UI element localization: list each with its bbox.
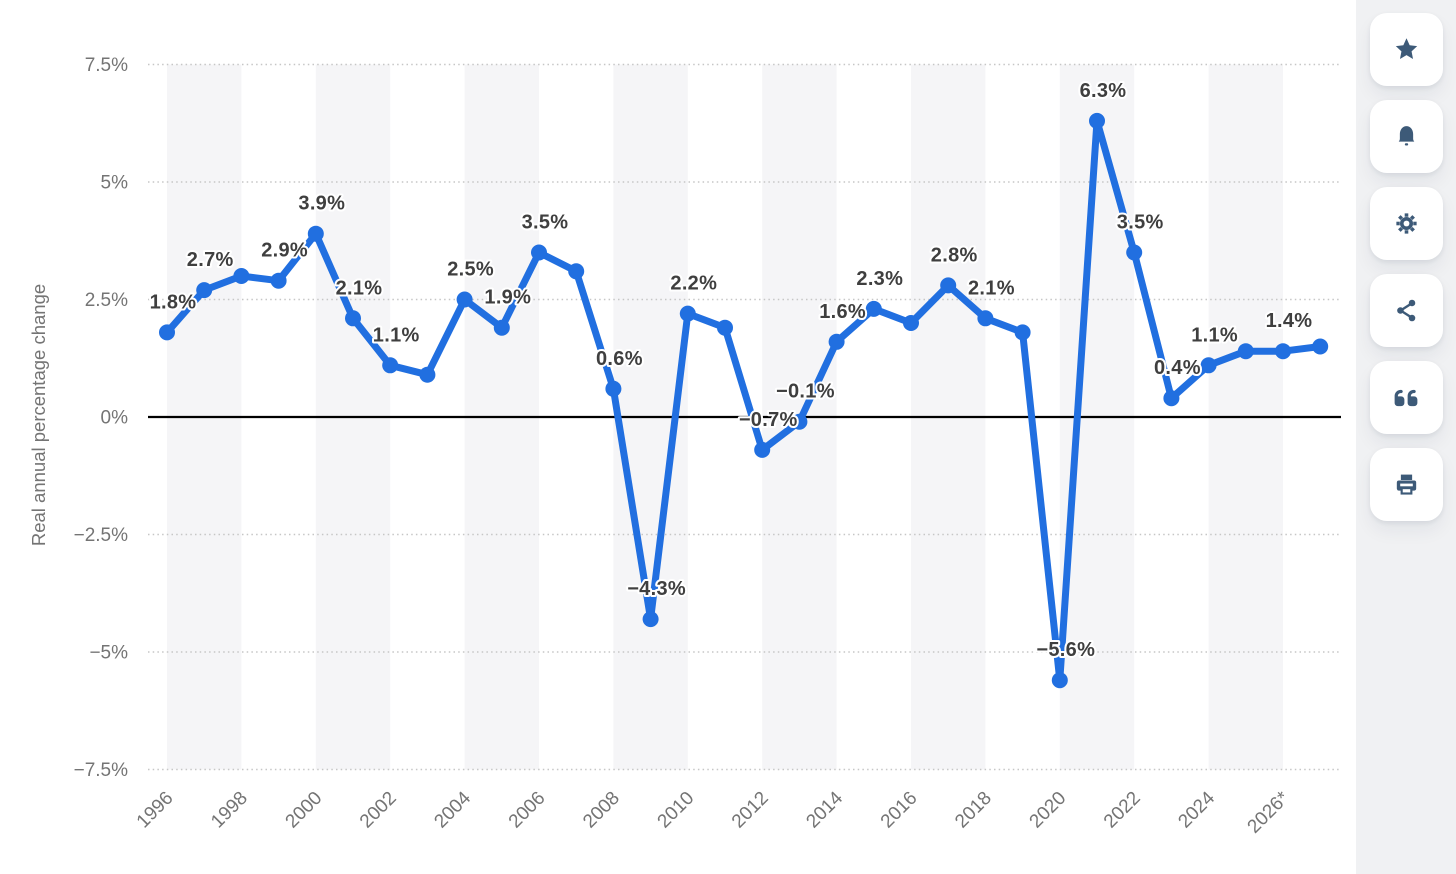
y-axis-tick-label: 5%: [101, 173, 129, 194]
series-line: [163, 117, 1324, 684]
data-point-label: 2.8%: [931, 244, 978, 266]
data-point-label: 6.3%: [1080, 80, 1127, 102]
y-axis-tick-label: −7.5%: [74, 760, 129, 781]
data-point-label: −5.6%: [1036, 639, 1095, 661]
data-point[interactable]: [1200, 357, 1217, 374]
data-point[interactable]: [865, 300, 882, 317]
x-axis-tick-label: 2006: [505, 788, 550, 833]
data-point[interactable]: [1126, 244, 1143, 261]
data-point[interactable]: [493, 319, 510, 336]
y-axis-tick-label: 7.5%: [85, 55, 128, 76]
y-axis-title: Real annual percentage change: [28, 284, 49, 546]
data-point[interactable]: [1089, 112, 1105, 129]
data-point[interactable]: [754, 441, 771, 458]
data-point[interactable]: [791, 413, 808, 430]
printer-icon: [1396, 474, 1416, 495]
data-point-label: 3.5%: [1117, 212, 1164, 234]
data-point-label: −0.7%: [739, 409, 798, 431]
data-point-label: 1.1%: [1191, 324, 1238, 346]
cite-button[interactable]: [1369, 361, 1443, 434]
data-point[interactable]: [196, 282, 213, 299]
data-point-label: 2.1%: [968, 277, 1015, 299]
data-point-label: 2.5%: [447, 259, 494, 281]
data-point[interactable]: [345, 310, 361, 327]
data-point-label: 3.5%: [522, 212, 569, 234]
x-axis-tick-label: 2000: [282, 788, 327, 833]
quote-icon: [1394, 389, 1418, 406]
data-point[interactable]: [419, 366, 436, 383]
data-point-label: 0.4%: [1154, 357, 1201, 379]
data-point-label: 2.3%: [856, 268, 903, 290]
data-point[interactable]: [1014, 324, 1031, 341]
data-point-label: 1.8%: [150, 291, 197, 313]
x-axis-tick-label: 2020: [1026, 788, 1071, 833]
data-point[interactable]: [605, 380, 622, 397]
y-axis-tick-label: 2.5%: [85, 290, 128, 311]
x-axis-tick-label: 2024: [1174, 787, 1219, 832]
data-point-label: 1.4%: [1266, 310, 1313, 332]
data-point[interactable]: [1275, 343, 1291, 360]
notifications-button[interactable]: [1369, 100, 1443, 173]
star-icon: [1395, 38, 1417, 59]
data-point[interactable]: [1163, 390, 1180, 407]
favorite-button[interactable]: [1369, 13, 1443, 86]
x-axis-tick-label: 2012: [728, 788, 773, 833]
data-point[interactable]: [679, 305, 696, 322]
data-point[interactable]: [940, 277, 957, 294]
data-point[interactable]: [456, 291, 473, 308]
x-axis-tick-label: 1996: [133, 788, 178, 833]
data-point-label: 3.9%: [298, 193, 345, 215]
x-axis-tick-label: 2004: [430, 787, 475, 832]
data-point[interactable]: [1237, 343, 1254, 360]
data-point-label: 1.9%: [484, 287, 531, 309]
toolbar-rail: [1356, 0, 1456, 874]
data-point-label: 2.2%: [670, 273, 717, 295]
data-point-label: 2.7%: [187, 249, 234, 271]
data-point-label: 2.1%: [336, 277, 383, 299]
data-point[interactable]: [159, 324, 175, 341]
data-point[interactable]: [270, 272, 287, 289]
x-axis-tick-label: 2018: [951, 788, 996, 833]
settings-button[interactable]: [1369, 187, 1443, 260]
share-button[interactable]: [1369, 274, 1443, 347]
y-axis-tick-label: −5%: [89, 643, 128, 664]
data-point[interactable]: [307, 225, 324, 242]
y-axis-tick-label: −2.5%: [74, 525, 129, 546]
bell-icon: [1398, 126, 1414, 146]
data-point[interactable]: [1051, 672, 1068, 689]
x-axis-tick-label: 2002: [356, 788, 401, 833]
data-point-label: 1.6%: [819, 301, 866, 323]
x-axis-tick-label: 1998: [207, 788, 252, 833]
x-axis-tick-label: 2026*: [1244, 787, 1294, 837]
gear-icon: [1395, 213, 1417, 234]
data-point[interactable]: [568, 263, 585, 280]
data-point[interactable]: [642, 611, 659, 628]
x-axis-tick-label: 2010: [654, 788, 699, 833]
x-axis-tick-label: 2014: [802, 787, 847, 832]
data-point[interactable]: [717, 319, 733, 336]
data-point-label: −4.3%: [627, 578, 686, 600]
data-point-label: 0.6%: [596, 348, 643, 370]
share-icon: [1396, 299, 1415, 322]
y-axis-tick-label: 0%: [101, 408, 129, 429]
x-axis-tick-label: 2022: [1100, 788, 1145, 833]
data-point[interactable]: [382, 357, 399, 374]
data-point[interactable]: [531, 244, 547, 261]
x-axis-tick-label: 2008: [579, 788, 624, 833]
x-axis-tick-label: 2016: [877, 788, 922, 833]
data-point-label: 2.9%: [261, 240, 308, 262]
data-point[interactable]: [828, 333, 845, 350]
print-button[interactable]: [1369, 448, 1443, 521]
data-point[interactable]: [1312, 338, 1329, 355]
data-point[interactable]: [977, 310, 994, 327]
data-point[interactable]: [903, 315, 919, 331]
data-point[interactable]: [233, 268, 250, 284]
data-point-label: 1.1%: [373, 324, 420, 346]
data-point-label: −0.1%: [776, 381, 835, 403]
